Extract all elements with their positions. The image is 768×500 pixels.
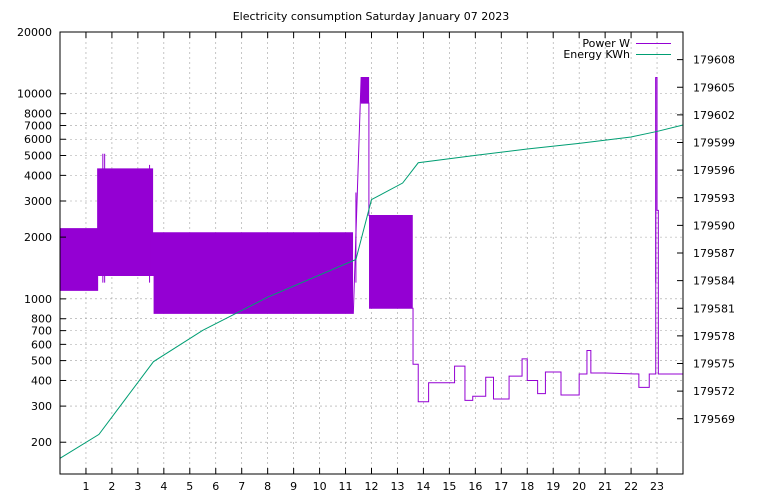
legend: Power W Energy KWh <box>563 37 671 61</box>
y2-tick-label: 179608 <box>693 54 735 67</box>
y2-tick-label: 179587 <box>693 247 735 260</box>
series-power-line <box>60 77 683 403</box>
y-tick-label: 10000 <box>17 88 52 101</box>
y2-tick-label: 179590 <box>693 219 735 232</box>
y-tick-label: 8000 <box>24 108 52 121</box>
x-tick-label: 9 <box>290 480 297 493</box>
x-tick-label: 23 <box>650 480 664 493</box>
legend-label-power: Power W <box>582 37 630 50</box>
y2-tick-label: 179593 <box>693 192 735 205</box>
y2-tick-label: 179599 <box>693 137 735 150</box>
y-tick-label: 7000 <box>24 120 52 133</box>
y-tick-label: 2000 <box>24 231 52 244</box>
x-tick-label: 15 <box>442 480 456 493</box>
y2-tick-label: 179596 <box>693 164 735 177</box>
series-power-block <box>361 77 369 104</box>
axes: 1 2 3 4 5 6 7 8 9 10 11 12 13 14 15 16 17 18 19 20 21 22 23200… <box>17 26 735 493</box>
x-tick-label: 3 <box>134 480 141 493</box>
x-tick-label: 14 <box>416 480 430 493</box>
y-tick-label: 700 <box>31 325 52 338</box>
x-tick-label: 1 <box>82 480 89 493</box>
y2-tick-label: 179605 <box>693 81 735 94</box>
x-tick-label: 10 <box>313 480 327 493</box>
x-tick-label: 13 <box>390 480 404 493</box>
chart-title: Electricity consumption Saturday January… <box>233 10 510 23</box>
y2-tick-label: 179584 <box>693 275 735 288</box>
y2-tick-label: 179569 <box>693 413 735 426</box>
x-tick-label: 17 <box>494 480 508 493</box>
x-tick-label: 20 <box>572 480 586 493</box>
y-tick-label: 3000 <box>24 195 52 208</box>
y-tick-label: 5000 <box>24 149 52 162</box>
y-tick-label: 300 <box>31 400 52 413</box>
y-tick-label: 1000 <box>24 293 52 306</box>
y-tick-label: 600 <box>31 338 52 351</box>
x-tick-label: 8 <box>264 480 271 493</box>
legend-label-energy: Energy KWh <box>563 48 630 61</box>
y-tick-label: 800 <box>31 313 52 326</box>
y-tick-label: 20000 <box>17 26 52 39</box>
x-tick-label: 19 <box>546 480 560 493</box>
plot-area <box>59 77 684 459</box>
y2-tick-label: 179581 <box>693 302 735 315</box>
y2-tick-label: 179578 <box>693 330 735 343</box>
x-tick-label: 5 <box>186 480 193 493</box>
x-tick-label: 7 <box>238 480 245 493</box>
x-tick-label: 11 <box>339 480 353 493</box>
x-tick-label: 16 <box>468 480 482 493</box>
y-tick-label: 500 <box>31 355 52 368</box>
x-tick-label: 2 <box>108 480 115 493</box>
y-tick-label: 400 <box>31 374 52 387</box>
y2-tick-label: 179572 <box>693 385 735 398</box>
y2-tick-label: 179575 <box>693 358 735 371</box>
x-tick-label: 6 <box>212 480 219 493</box>
x-tick-label: 18 <box>520 480 534 493</box>
y-tick-label: 4000 <box>24 169 52 182</box>
x-tick-label: 22 <box>624 480 638 493</box>
y2-tick-label: 179602 <box>693 109 735 122</box>
series-energy-line <box>59 124 684 459</box>
y-tick-label: 6000 <box>24 133 52 146</box>
y-tick-label: 200 <box>31 436 52 449</box>
x-tick-label: 12 <box>365 480 379 493</box>
x-tick-label: 21 <box>598 480 612 493</box>
x-tick-label: 4 <box>160 480 167 493</box>
